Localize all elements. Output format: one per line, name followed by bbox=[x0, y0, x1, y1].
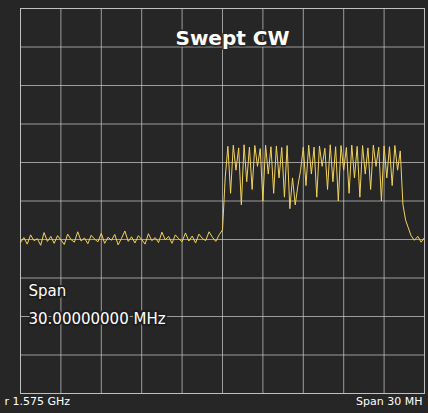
svg-text:Swept CW: Swept CW bbox=[175, 26, 289, 50]
svg-text:Span: Span bbox=[29, 282, 67, 300]
svg-text:r 1.575 GHz: r 1.575 GHz bbox=[5, 395, 71, 408]
svg-text:Span 30 MH: Span 30 MH bbox=[356, 395, 422, 408]
svg-text:30.00000000 MHz: 30.00000000 MHz bbox=[29, 310, 166, 328]
